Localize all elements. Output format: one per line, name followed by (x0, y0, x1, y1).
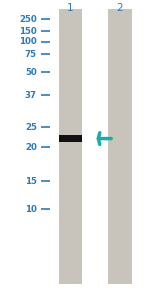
Text: 2: 2 (117, 3, 123, 13)
Text: 10: 10 (25, 205, 37, 214)
Text: 37: 37 (25, 91, 37, 100)
Bar (108, 9, 132, 284)
Text: 100: 100 (19, 37, 37, 46)
Text: 20: 20 (25, 143, 37, 152)
Text: 250: 250 (19, 15, 37, 23)
Text: 15: 15 (25, 177, 37, 185)
Text: 50: 50 (25, 68, 37, 76)
Text: 25: 25 (25, 123, 37, 132)
Text: 150: 150 (19, 27, 37, 36)
Text: 75: 75 (25, 50, 37, 59)
Text: 1: 1 (67, 3, 74, 13)
Bar (59, 9, 82, 284)
Bar (59, 135, 82, 142)
